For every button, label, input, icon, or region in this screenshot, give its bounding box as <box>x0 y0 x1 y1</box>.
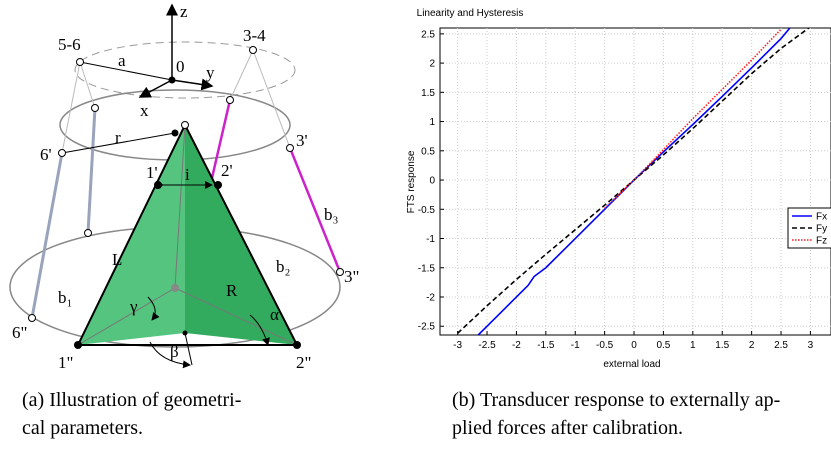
label: z <box>180 2 188 21</box>
joint <box>59 150 66 157</box>
label: i <box>185 165 190 184</box>
x-tick-label: 0.5 <box>656 340 670 351</box>
y-tick-label: 0 <box>429 176 435 187</box>
joint <box>227 97 234 104</box>
x-tick-label: 0 <box>631 340 637 351</box>
node <box>214 181 222 189</box>
y-tick-label: -1 <box>426 234 435 245</box>
figure: z x y 0 5-6 3-4 a r 6' 3' 1' 2' i L b₁ b… <box>0 0 831 470</box>
y-tick-label: -0.5 <box>418 205 436 216</box>
caption: (a) Illustration of geometri- <box>22 389 241 411</box>
label: R <box>226 281 238 300</box>
label: γ <box>129 297 138 316</box>
label: 1" <box>58 353 73 372</box>
x-tick-label: 3 <box>808 340 814 351</box>
joint <box>85 230 92 237</box>
joint <box>182 122 189 129</box>
y-tick-label: 1.5 <box>421 88 435 99</box>
node <box>74 341 82 349</box>
label: 2" <box>296 353 311 372</box>
joint <box>250 47 257 54</box>
label: 5-6 <box>58 35 81 54</box>
y-tick-label: -2.5 <box>418 322 436 333</box>
node <box>183 331 188 336</box>
x-tick-label: 2 <box>749 340 755 351</box>
label: 3' <box>296 131 308 150</box>
diagram: z x y 0 5-6 3-4 a r 6' 3' 1' 2' i L b₁ b… <box>10 2 359 372</box>
label: a <box>118 51 126 70</box>
label: b₁ <box>58 288 72 307</box>
label: b₂ <box>276 257 290 276</box>
x-tick-label: 1.5 <box>715 340 729 351</box>
label: 3" <box>344 267 359 286</box>
joint <box>29 315 36 322</box>
legend-label: Fx <box>816 212 827 223</box>
caption: cal parameters. <box>22 417 143 439</box>
label: L <box>112 250 122 269</box>
x-tick-label: -0.5 <box>596 340 614 351</box>
label: α <box>270 305 279 324</box>
x-tick-label: -3 <box>453 340 462 351</box>
joint <box>287 145 294 152</box>
node <box>172 130 179 137</box>
joint <box>92 105 99 112</box>
y-axis-label: FTS response <box>406 150 417 213</box>
captions: (a) Illustration of geometri- cal parame… <box>22 389 780 439</box>
label: 1' <box>146 163 158 182</box>
caption: (b) Transducer response to externally ap… <box>452 389 780 411</box>
label: β <box>170 342 179 361</box>
x-tick-label: -2 <box>512 340 521 351</box>
y-tick-label: 2.5 <box>421 29 435 40</box>
chart: Linearity and Hysteresis external load F… <box>406 8 831 370</box>
leg <box>88 108 95 233</box>
x-axis-label: external load <box>603 359 660 370</box>
label: 3-4 <box>243 26 266 45</box>
plot-area <box>440 28 831 335</box>
beta-ref <box>185 333 192 365</box>
x-tick-label: 1 <box>690 340 696 351</box>
y-tick-label: 0.5 <box>421 146 435 157</box>
y-tick-label: 1 <box>429 117 435 128</box>
node <box>293 341 301 349</box>
y-tick-label: 2 <box>429 59 435 70</box>
node <box>154 181 162 189</box>
label: b₃ <box>324 205 339 224</box>
x-tick-label: 2.5 <box>774 340 788 351</box>
label: 6' <box>40 145 52 164</box>
label: x <box>140 101 149 120</box>
arm-a <box>80 62 172 80</box>
guide <box>253 50 290 148</box>
joint <box>77 59 84 66</box>
x-tick-label: -1.5 <box>537 340 555 351</box>
y-tick-label: -1.5 <box>418 263 436 274</box>
legend-label: Fz <box>816 236 827 247</box>
y-tick-label: -2 <box>426 292 435 303</box>
x-tick-label: -1 <box>571 340 580 351</box>
label: r <box>115 128 121 147</box>
label: 0 <box>176 57 185 76</box>
node <box>169 77 176 84</box>
x-tick-label: -2.5 <box>478 340 496 351</box>
axis-x <box>140 80 172 97</box>
joint <box>337 269 344 276</box>
label: 2' <box>221 161 233 180</box>
label: 6" <box>12 323 27 342</box>
chart-title: Linearity and Hysteresis <box>417 8 524 19</box>
legend-label: Fy <box>816 224 827 235</box>
caption: plied forces after calibration. <box>452 417 683 439</box>
label: y <box>206 63 215 82</box>
center <box>171 284 179 292</box>
